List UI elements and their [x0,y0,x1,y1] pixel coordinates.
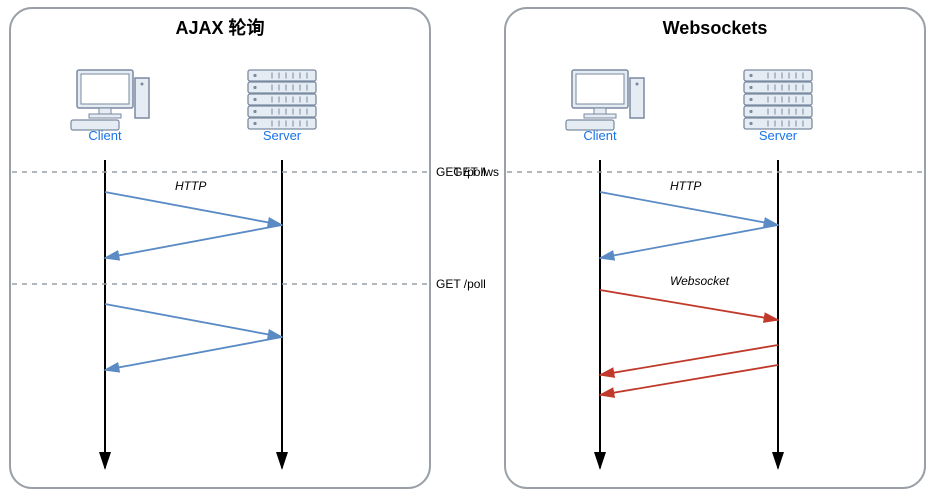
server-label: Server [759,128,798,143]
client-label: Client [583,128,617,143]
message-arrow [105,225,282,258]
server-label: Server [263,128,302,143]
client-icon [71,70,149,130]
outside-label: GET /poll [436,277,486,291]
arrow-label: HTTP [175,179,206,193]
message-arrow [600,192,778,225]
panel-title: Websockets [663,18,768,38]
panel-border [10,8,430,488]
message-arrow [105,192,282,225]
panel-title: AJAX 轮询 [175,17,264,38]
message-arrow [600,345,778,375]
message-arrow [105,337,282,370]
arrow-label: HTTP [670,179,701,193]
outside-label: GET /ws [453,165,499,179]
panel-border [505,8,925,488]
server-icon [744,70,812,129]
client-label: Client [88,128,122,143]
message-arrow [600,225,778,258]
server-icon [248,70,316,129]
right_panel: Websockets Client Server HTTP Websocket [505,8,925,488]
message-arrow [600,290,778,320]
left_panel: AJAX 轮询 Client Server HTTP [10,8,430,488]
message-arrow [600,365,778,395]
message-arrow [105,304,282,337]
arrow-label: Websocket [670,274,730,288]
client-icon [566,70,644,130]
